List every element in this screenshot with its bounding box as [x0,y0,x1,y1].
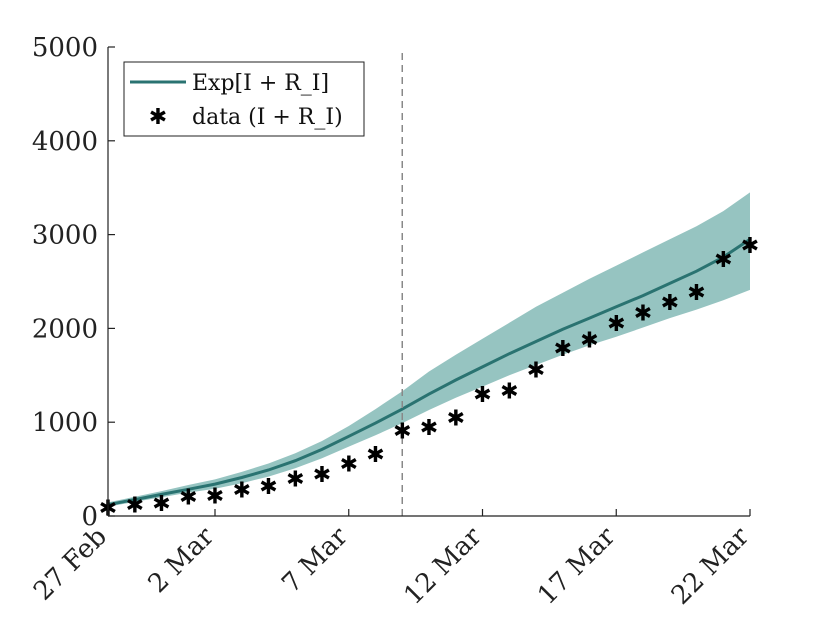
data-point: ✱ [447,407,465,432]
x-tick-label: 12 Mar [398,521,487,610]
data-point: ✱ [473,383,491,408]
data-point: ✱ [126,494,144,519]
legend-box [123,61,365,137]
data-point: ✱ [233,479,251,504]
y-tick-label: 1000 [32,408,98,438]
model-line [107,238,751,507]
x-tick-label: 17 Mar [532,521,621,610]
plot-area: ✱ ✱ ✱ ✱ ✱ ✱ ✱ ✱ ✱ ✱ ✱ ✱ ✱ ✱ ✱ ✱ ✱ ✱ ✱ ✱ ✱ ✱ ✱ ✱ ✱ [99,53,759,522]
data-point: ✱ [420,416,438,441]
y-tick-label: 2000 [32,314,98,344]
data-point: ✱ [313,463,331,488]
legend: Exp[I + R_I] ✱ data (I + R_I) [123,61,365,137]
y-tick-label: 5000 [32,33,98,63]
data-point: ✱ [687,281,705,306]
data-point: ✱ [607,312,625,337]
data-point: ✱ [661,291,679,316]
data-point: ✱ [634,302,652,327]
data-point: ✱ [340,453,358,478]
data-point: ✱ [152,492,170,517]
y-tick-label: 0 [81,502,98,532]
data-point: ✱ [366,443,384,468]
x-tick-label: 27 Feb [28,522,113,607]
data-point: ✱ [714,248,732,273]
data-point: ✱ [286,468,304,493]
x-tick-label: 7 Mar [276,521,354,599]
legend-data-marker: ✱ [149,105,167,130]
data-point: ✱ [393,420,411,445]
confidence-band [108,192,750,507]
data-point: ✱ [206,484,224,509]
x-tick-label: 2 Mar [143,521,221,599]
y-tick-label: 4000 [32,127,98,157]
x-tick-label: 22 Mar [666,521,755,610]
legend-data-label: data (I + R_I) [192,105,343,130]
legend-model-label: Exp[I + R_I] [192,71,329,96]
data-point: ✱ [179,485,197,510]
data-point: ✱ [259,475,277,500]
data-point: ✱ [527,359,545,384]
data-point: ✱ [554,337,572,362]
y-tick-label: 3000 [32,221,98,251]
data-point: ✱ [500,379,518,404]
data-point: ✱ [580,329,598,354]
data-point: ✱ [741,234,759,259]
